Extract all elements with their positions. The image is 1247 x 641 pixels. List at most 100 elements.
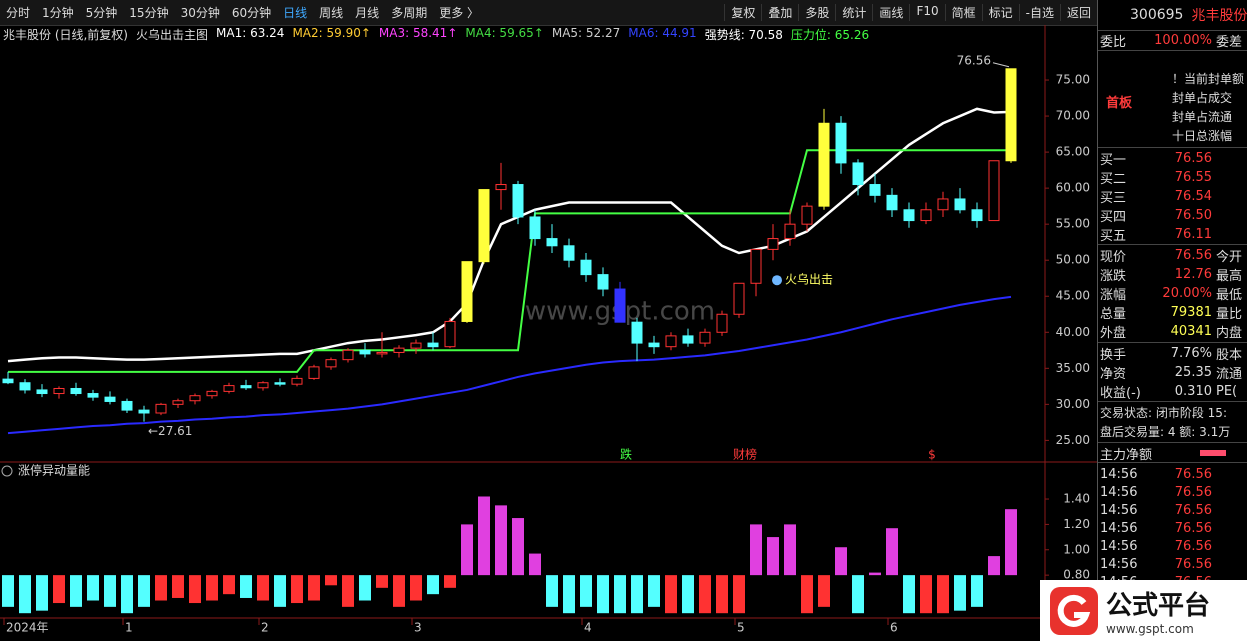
stock-code: 300695 — [1130, 7, 1184, 23]
divider — [1098, 342, 1247, 343]
candle-body — [308, 366, 320, 379]
period-tab[interactable]: 1分钟 — [42, 6, 74, 20]
row: 14:56 76.56 — [1098, 519, 1247, 537]
stat: 最高 — [1216, 268, 1243, 284]
tool-button[interactable]: 简框 — [944, 4, 982, 21]
candle-body — [971, 209, 983, 222]
row: 委比 100.00% 委差 — [1098, 31, 1247, 50]
volume-bar — [920, 575, 932, 614]
tool-button[interactable]: 多股 — [798, 4, 835, 21]
volume-bar — [886, 528, 898, 576]
candle-body — [325, 359, 337, 368]
row: 买三 76.54 — [1098, 187, 1247, 206]
min-label: ←27.61 — [148, 424, 192, 438]
row: 买一 76.56 — [1098, 149, 1247, 168]
stat: 净资 — [1100, 366, 1127, 382]
board-note: 十日总涨幅 — [1172, 129, 1233, 143]
period-tab[interactable]: 30分钟 — [180, 6, 220, 20]
volume-bar — [546, 575, 558, 607]
trade-time: 14:56 — [1100, 556, 1138, 572]
volume-bar — [240, 575, 252, 598]
logo: 公式平台 www.gspt.com — [1040, 580, 1247, 641]
tool-button[interactable]: -自选 — [1018, 4, 1060, 21]
y-tick-label: 30.00 — [1056, 397, 1090, 411]
board-note: ！当前封单额 — [1172, 72, 1245, 86]
period-tabs: 分时 1分钟 5分钟 15分钟 30分钟 60分钟 日线 周线 月线 多周期 更多 〉 — [0, 4, 485, 21]
candle-body — [988, 160, 1000, 222]
volume-bar — [104, 575, 116, 607]
y-tick-label: 75.00 — [1056, 73, 1090, 87]
candle-body — [121, 400, 133, 411]
volume-bar — [291, 575, 303, 604]
volume-bar — [138, 575, 150, 607]
volume-bar — [70, 575, 82, 607]
volume-bar — [835, 547, 847, 576]
volume-bar — [2, 575, 14, 607]
trade-price: 76.56 — [1174, 466, 1212, 482]
volume-bar — [750, 524, 762, 576]
tool-button[interactable]: 标记 — [981, 4, 1019, 21]
period-tab[interactable]: 分时 — [6, 6, 31, 20]
tool-button[interactable]: F10 — [909, 4, 944, 21]
candle-body — [631, 321, 643, 344]
stat: 76.56 — [1174, 247, 1212, 263]
tool-button[interactable]: 复权 — [724, 4, 761, 21]
period-tab[interactable]: 日线 — [283, 6, 308, 20]
period-tab[interactable]: 周线 — [319, 6, 344, 20]
tool-buttons: 复权 叠加 多股 统计 画线 F10 简框 标记 -自选 返回 — [724, 4, 1097, 21]
candle-body — [359, 349, 371, 355]
signal-label: 火乌出击 — [785, 272, 833, 287]
candle-body — [903, 209, 915, 222]
candle-body — [937, 198, 949, 211]
volume-bar — [257, 575, 269, 601]
trade-time: 14:56 — [1100, 538, 1138, 554]
candle-body — [223, 385, 235, 392]
candle-body — [291, 377, 303, 385]
tool-button[interactable]: 画线 — [872, 4, 909, 21]
event-marker: 跌 — [620, 447, 632, 462]
row: 买四 76.50 — [1098, 206, 1247, 225]
stat: 今开 — [1216, 249, 1243, 265]
period-tab[interactable]: 月线 — [355, 6, 380, 20]
tool-button[interactable]: 统计 — [835, 4, 872, 21]
candle-body — [886, 194, 898, 211]
volume-bar — [971, 575, 983, 607]
tool-button[interactable]: 叠加 — [761, 4, 798, 21]
volume-bar — [427, 575, 439, 595]
chart: 75.00 70.00 65.00 60.00 55.00 50.00 45.00 40.00… — [0, 25, 1097, 641]
stat: 收益(-) — [1100, 385, 1141, 401]
bid-label: 买四 — [1100, 209, 1127, 225]
board-tag: 首板 — [1106, 96, 1133, 111]
period-tab[interactable]: 5分钟 — [85, 6, 118, 20]
bid-label: 买二 — [1100, 171, 1127, 187]
volume-bar — [53, 575, 65, 604]
period-tab[interactable]: 更多 〉 — [439, 6, 480, 20]
stat: 内盘 — [1216, 325, 1243, 341]
legend-item: MA5: 52.27 — [551, 26, 621, 40]
candle-body — [104, 396, 116, 402]
volume-bar — [563, 575, 575, 614]
volume-bar — [631, 575, 643, 614]
bid-price: 76.11 — [1174, 226, 1212, 242]
y-tick-label: 65.00 — [1056, 145, 1090, 159]
candle-body — [699, 331, 711, 344]
candle-body — [580, 259, 592, 276]
stat: 0.310 — [1174, 383, 1212, 399]
period-tab[interactable]: 60分钟 — [231, 6, 272, 20]
tool-button[interactable]: 返回 — [1059, 4, 1097, 21]
divider — [1098, 50, 1247, 51]
candle-body — [342, 349, 354, 361]
x-tick-label: 3 — [414, 621, 422, 635]
row: 外盘 40341 内盘 — [1098, 322, 1247, 341]
volume-bar — [801, 575, 813, 614]
stat: PE( — [1216, 383, 1238, 399]
period-tab[interactable]: 15分钟 — [129, 6, 169, 20]
volume-bar — [359, 575, 371, 601]
volume-bar — [393, 575, 405, 607]
event-marker: 财榜 — [733, 447, 757, 462]
period-tab[interactable]: 多周期 — [391, 6, 428, 20]
candle-body — [852, 162, 864, 186]
candle-body — [410, 342, 422, 349]
trade-price: 76.56 — [1174, 556, 1212, 572]
candle-body — [733, 282, 745, 315]
